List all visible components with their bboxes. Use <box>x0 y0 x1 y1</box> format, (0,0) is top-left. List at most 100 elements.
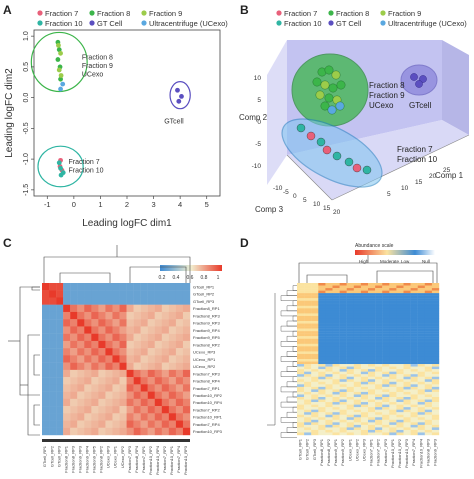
heatmap-cell <box>375 298 383 301</box>
heatmap-cell <box>382 429 390 433</box>
heatmap-cell <box>389 326 397 329</box>
heatmap-cell <box>417 386 425 390</box>
heatmap-cell <box>182 362 191 371</box>
legend-swatch <box>276 20 282 26</box>
x-tick-label: 1 <box>98 200 102 209</box>
heatmap-cell <box>346 356 354 360</box>
heatmap-cell <box>389 409 397 413</box>
heatmap-cell <box>403 384 411 388</box>
y-tick-label: 1.0 <box>23 31 30 41</box>
heatmap-cell <box>325 356 333 360</box>
heatmap-cell <box>318 315 326 319</box>
heatmap-cell <box>318 293 326 296</box>
heatmap-cell <box>318 300 326 304</box>
heatmap-cell <box>396 336 404 339</box>
column-label: Fraction8_RP2 <box>326 438 331 465</box>
heatmap-cell <box>318 402 326 405</box>
heatmap-cell <box>42 369 50 378</box>
heatmap-cell <box>410 303 418 306</box>
heatmap-cell <box>70 283 78 291</box>
heatmap-cell <box>424 323 433 327</box>
heatmap-cell <box>403 432 411 436</box>
heatmap-cell <box>332 348 340 352</box>
heatmap-cell <box>133 398 141 407</box>
heatmap-cell <box>382 386 390 390</box>
heatmap-cell <box>368 376 376 380</box>
heatmap-cell <box>70 333 78 342</box>
heatmap-cell <box>119 384 127 392</box>
heatmap-cell <box>318 336 326 339</box>
heatmap-cell <box>339 371 347 375</box>
heatmap-cell <box>77 384 85 392</box>
heatmap-cell <box>318 376 326 380</box>
heatmap-cell <box>403 313 411 317</box>
column-label: Fraction10_RP2 <box>148 445 153 475</box>
heatmap-cell <box>396 285 404 289</box>
abundance-scale-label: Low <box>401 259 410 264</box>
data-point <box>344 157 354 167</box>
dendrogram-branch <box>280 401 297 408</box>
legend-swatch <box>89 20 95 26</box>
heatmap-cell <box>403 321 411 324</box>
heatmap-cell <box>304 414 312 418</box>
heatmap-cell <box>382 326 390 329</box>
heatmap-cell <box>396 328 404 332</box>
heatmap-cell <box>346 348 354 352</box>
heatmap-cell <box>360 298 369 301</box>
heatmap-cell <box>49 304 57 313</box>
heatmap-cell <box>346 336 354 339</box>
heatmap-cell <box>353 285 362 289</box>
heatmap-cell <box>353 384 362 388</box>
heatmap-cell <box>105 326 113 334</box>
heatmap-cell <box>417 366 425 370</box>
heatmap-cell <box>368 326 376 329</box>
heatmap-cell <box>410 417 418 420</box>
heatmap-cell <box>332 427 340 431</box>
heatmap-cell <box>353 328 362 332</box>
heatmap-cell <box>410 359 418 362</box>
heatmap-cell <box>42 348 50 356</box>
comp3-tick-label: 15 <box>323 205 331 212</box>
heatmap-cell <box>424 376 433 380</box>
heatmap-cell <box>332 399 340 403</box>
heatmap-cell <box>311 429 319 433</box>
heatmap-cell <box>325 414 333 418</box>
heatmap-cell <box>105 283 113 291</box>
annotation: Fraction 8 <box>369 81 405 90</box>
cluster-ring <box>30 31 88 93</box>
heatmap-cell <box>339 412 347 415</box>
heatmap-cell <box>431 300 440 304</box>
heatmap-cell <box>332 323 340 327</box>
heatmap-cell <box>105 333 113 342</box>
annotation: Fraction 9 <box>369 91 405 100</box>
heatmap-cell <box>396 351 404 355</box>
heatmap-cell <box>56 384 64 392</box>
heatmap-cell <box>403 414 411 418</box>
heatmap-cell <box>403 412 411 415</box>
data-point <box>58 73 64 78</box>
heatmap-cell <box>147 326 155 334</box>
heatmap-cell <box>325 412 333 415</box>
heatmap-cell <box>431 361 440 365</box>
heatmap-cell <box>77 413 85 421</box>
heatmap-cell <box>182 420 191 428</box>
dendrogram-branch <box>292 422 297 428</box>
heatmap-cell <box>339 295 347 299</box>
heatmap-cell <box>403 353 411 357</box>
heatmap-cell <box>339 432 347 436</box>
heatmap-cell <box>389 285 397 289</box>
heatmap-cell <box>332 298 340 301</box>
dendrogram-branch <box>280 356 297 362</box>
heatmap-cell <box>311 389 319 393</box>
heatmap-cell <box>339 328 347 332</box>
heatmap-cell <box>431 346 440 350</box>
heatmap-cell <box>140 319 148 327</box>
heatmap-cell <box>332 318 340 322</box>
heatmap-cell <box>375 326 383 329</box>
dendrogram-branch <box>286 427 297 433</box>
heatmap-cell <box>297 404 305 408</box>
heatmap-cell <box>168 413 177 421</box>
heatmap-cell <box>353 424 362 428</box>
heatmap-cell <box>375 359 383 362</box>
heatmap-cell <box>42 391 50 400</box>
